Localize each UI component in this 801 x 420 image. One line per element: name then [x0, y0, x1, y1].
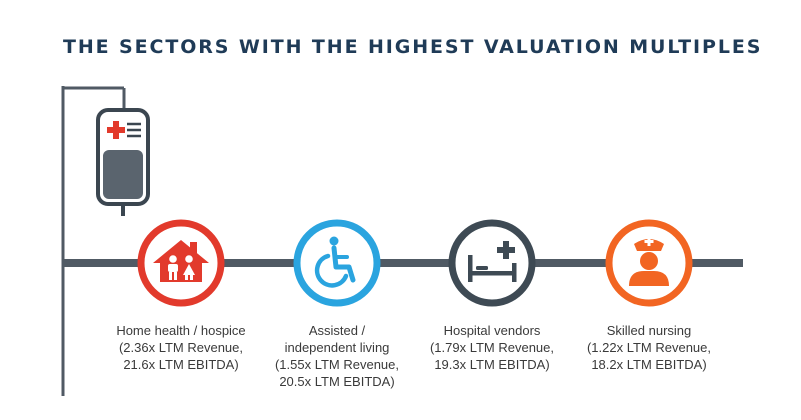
sector-label-line: (1.22x LTM Revenue,	[586, 340, 712, 355]
sector-label-line: Skilled nursing	[606, 323, 692, 338]
sector-label-home-health: Home health / hospice (2.36x LTM Revenue…	[81, 322, 281, 373]
iv-bag-icon	[96, 108, 150, 216]
wheelchair-icon	[314, 236, 356, 288]
sector-label-line: (1.55x LTM Revenue,	[274, 357, 400, 372]
sector-label-line: (2.36x LTM Revenue,	[118, 340, 244, 355]
sector-label-line: 18.2x LTM EBITDA)	[591, 357, 707, 372]
sector-skilled-nursing	[605, 219, 693, 307]
home-family-icon	[153, 240, 209, 282]
sector-hospital-vendors	[448, 219, 536, 307]
sector-label-hospital-vendors: Hospital vendors (1.79x LTM Revenue, 19.…	[392, 322, 592, 373]
sector-label-line: independent living	[284, 340, 390, 355]
sector-label-line: 20.5x LTM EBITDA)	[279, 374, 395, 389]
sector-label-skilled-nursing: Skilled nursing (1.22x LTM Revenue, 18.2…	[549, 322, 749, 373]
sector-circle	[448, 219, 536, 307]
sector-label-line: Hospital vendors	[443, 323, 541, 338]
sector-label-line: Assisted /	[308, 323, 366, 338]
sector-assisted-living	[293, 219, 381, 307]
nurse-icon	[629, 237, 669, 286]
sector-label-assisted-living: Assisted / independent living (1.55x LTM…	[237, 322, 437, 390]
page-title: THE SECTORS WITH THE HIGHEST VALUATION M…	[63, 36, 763, 58]
sector-home-health	[137, 219, 225, 307]
hospital-bed-icon	[468, 241, 517, 282]
sector-label-line: Home health / hospice	[116, 323, 246, 338]
sector-label-line: 21.6x LTM EBITDA)	[123, 357, 239, 372]
sector-label-line: 19.3x LTM EBITDA)	[434, 357, 550, 372]
sector-label-line: (1.79x LTM Revenue,	[429, 340, 555, 355]
